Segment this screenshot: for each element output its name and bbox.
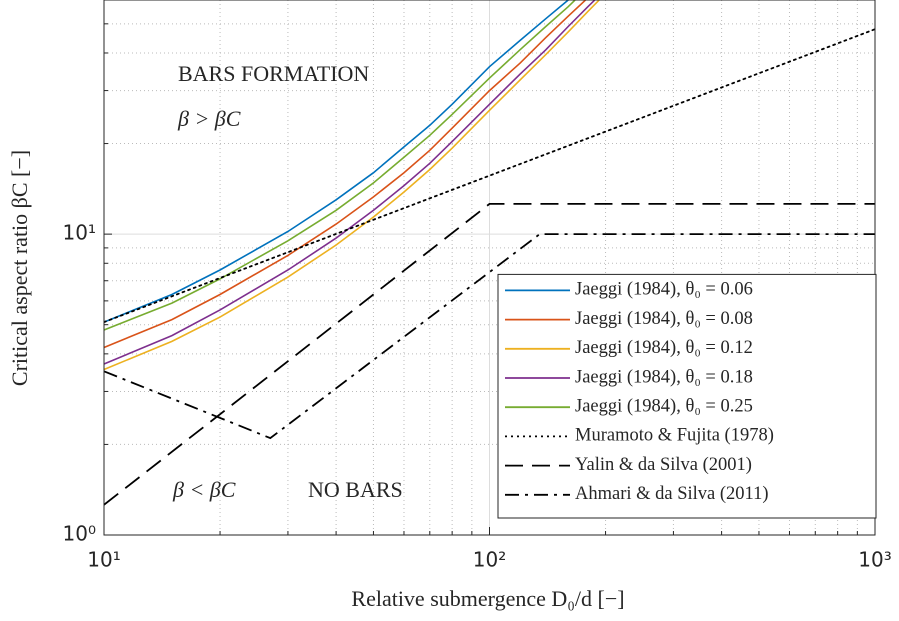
y-axis-label: Critical aspect ratio βC [−]	[7, 150, 32, 386]
series-line	[104, 0, 596, 365]
legend-label: Jaeggi (1984), θ₀ = 0.06	[575, 280, 753, 300]
legend-label: Jaeggi (1984), θ₀ = 0.08	[575, 309, 753, 329]
x-tick-label: 10¹	[87, 548, 120, 572]
legend-label: Jaeggi (1984), θ₀ = 0.18	[575, 367, 753, 387]
x-axis-label: Relative submergence D₀/d [−]	[351, 586, 624, 611]
series-line	[104, 0, 587, 349]
series-line	[104, 203, 875, 506]
y-tick-label: 10¹	[63, 221, 96, 245]
x-tick-label: 10²	[473, 548, 506, 572]
legend-label: Yalin & da Silva (2001)	[575, 455, 752, 475]
legend-label: Jaeggi (1984), θ₀ = 0.12	[575, 338, 753, 358]
series-line	[104, 233, 875, 440]
lines	[104, 0, 875, 506]
series-line	[104, 28, 875, 323]
legend-label: Jaeggi (1984), θ₀ = 0.25	[575, 396, 753, 416]
annotation: BARS FORMATION	[178, 61, 369, 86]
series-line	[104, 0, 577, 331]
x-tick-label: 10³	[858, 548, 891, 572]
series-line	[104, 0, 601, 371]
legend-box	[497, 273, 877, 519]
legend-label: Muramoto & Fujita (1978)	[575, 426, 774, 446]
annotation: NO BARS	[308, 477, 403, 502]
legend-label: Ahmari & da Silva (2011)	[575, 484, 769, 504]
y-tick-label: 10⁰	[63, 522, 96, 546]
series-line	[104, 0, 570, 323]
annotation: β > βC	[177, 106, 241, 131]
annotation: β < βC	[172, 477, 236, 502]
